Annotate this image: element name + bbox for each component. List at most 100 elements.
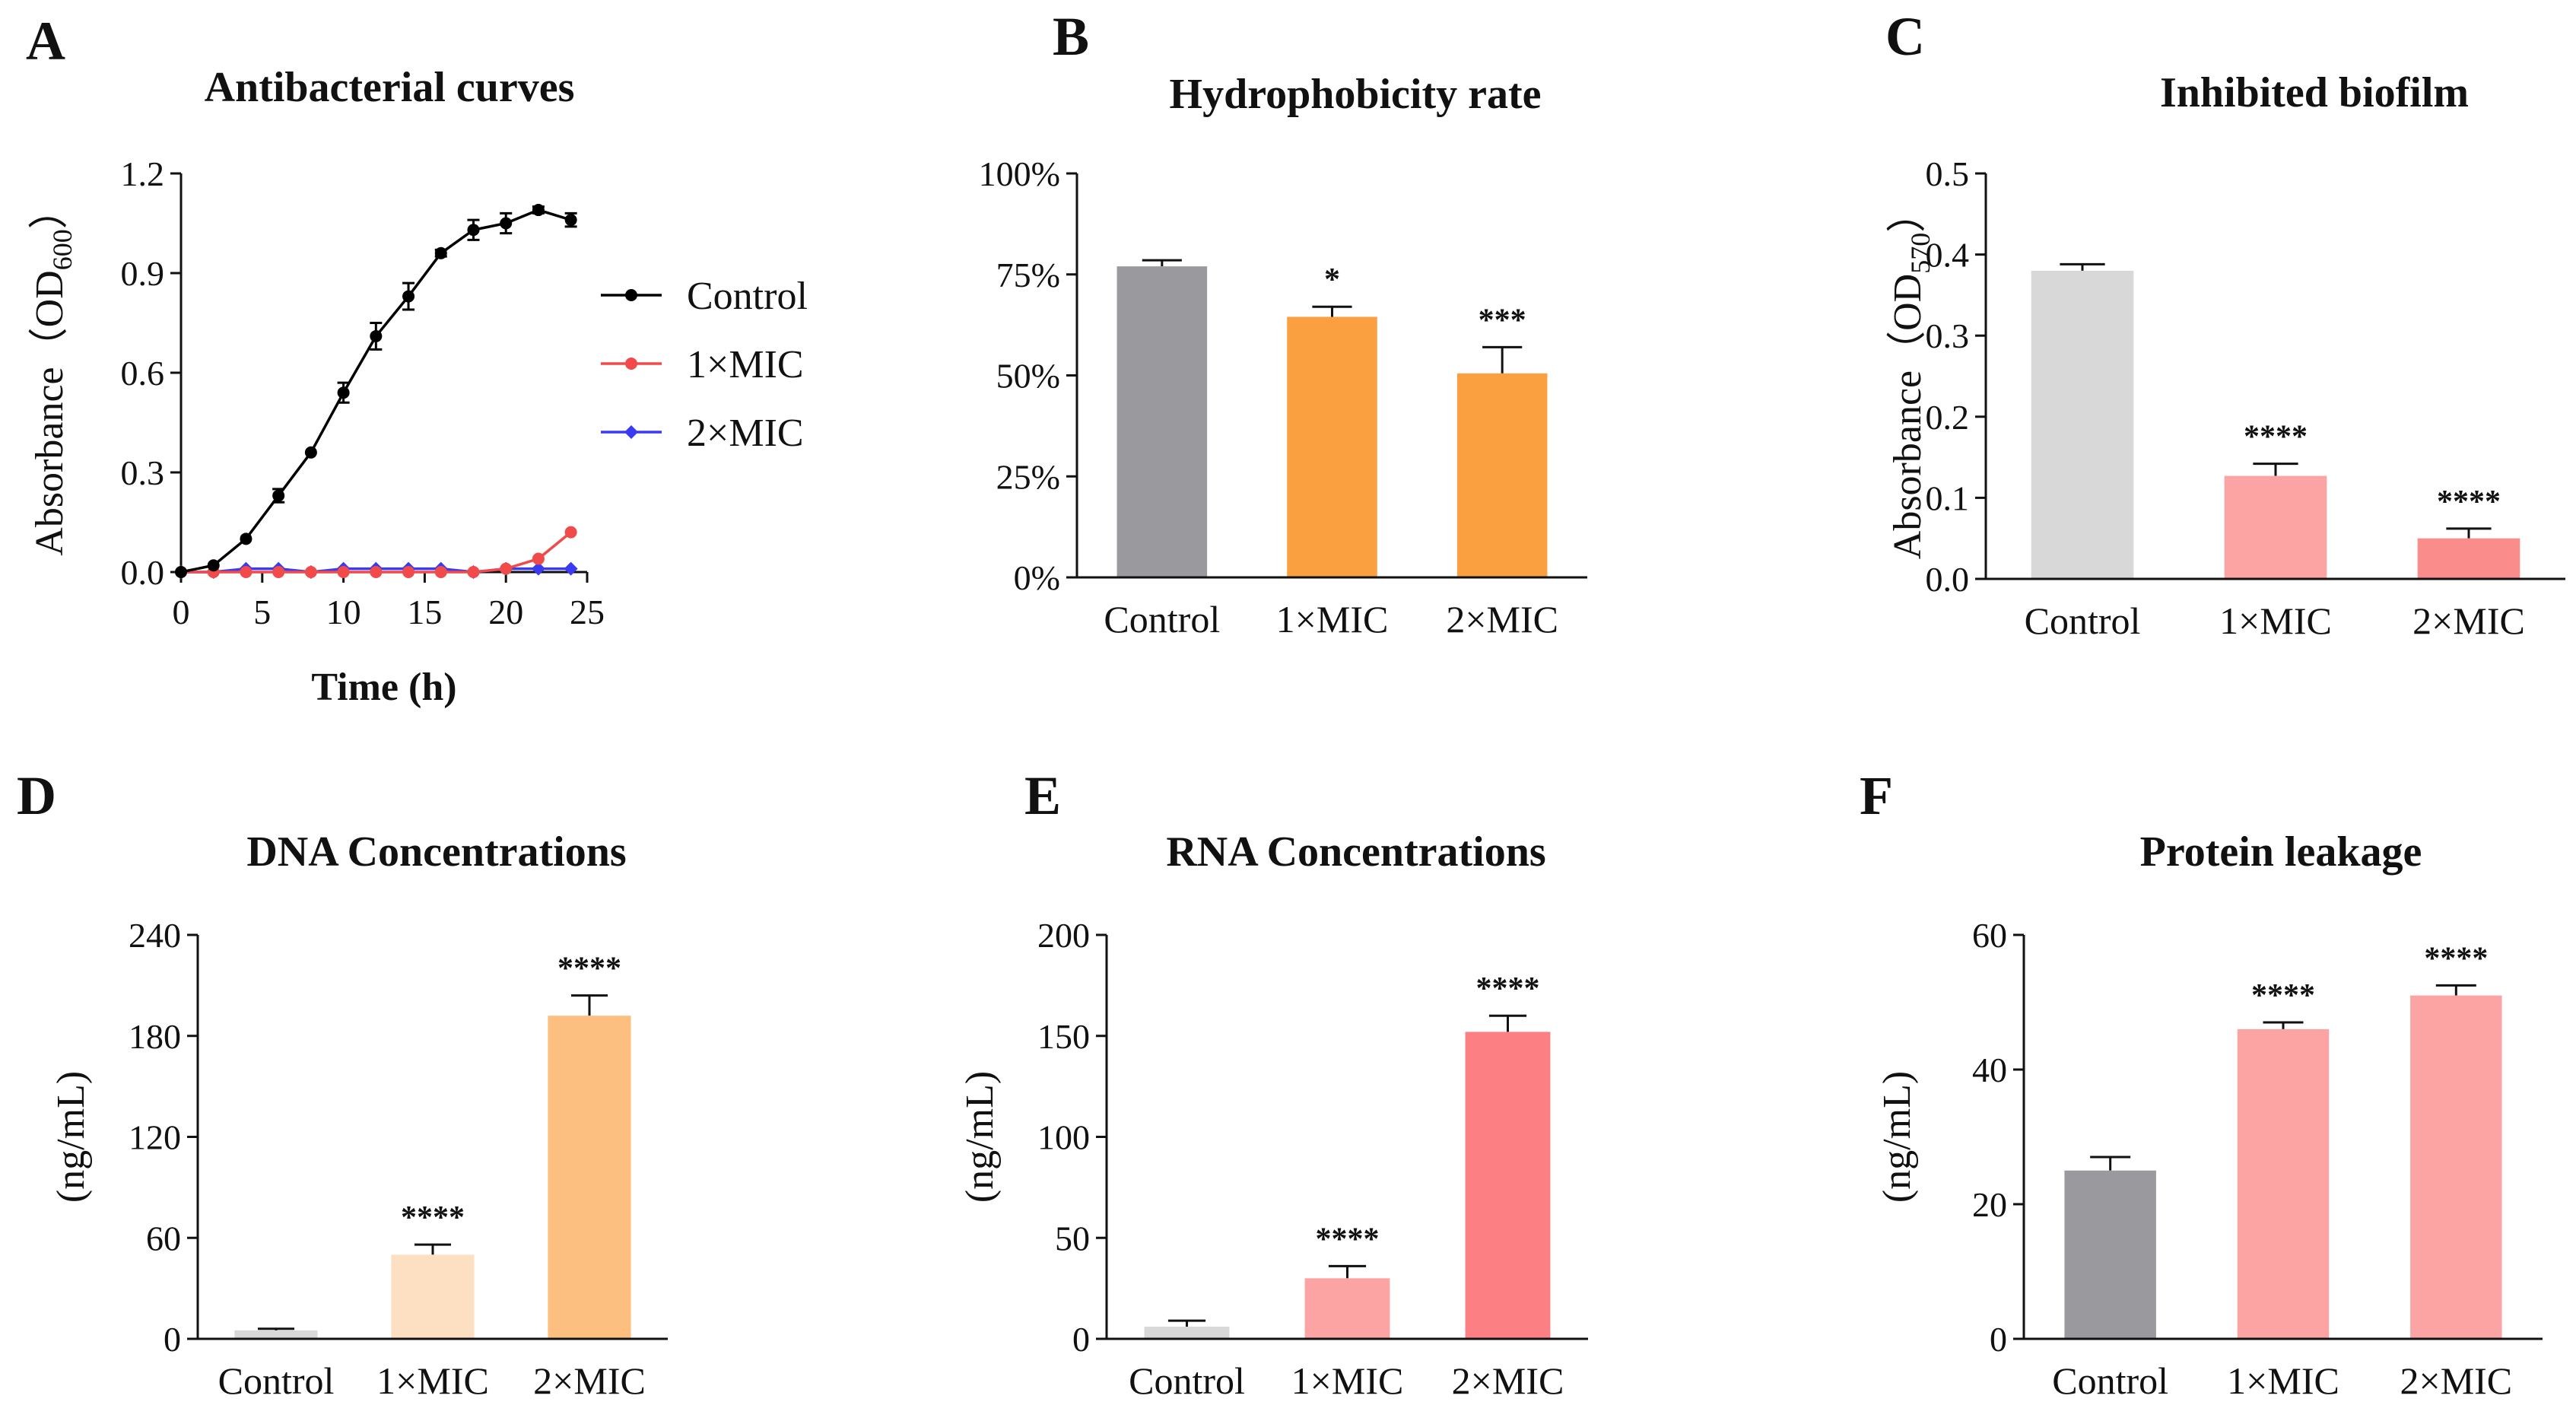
y-tick-label: 0.9: [121, 254, 165, 293]
y-axis-label-main: Absorbance（OD: [28, 270, 71, 555]
data-point: [370, 329, 383, 342]
y-tick-label: 100%: [979, 154, 1060, 193]
y-tick-label: 1.2: [121, 154, 165, 193]
significance-label: ****: [2424, 941, 2488, 976]
x-category-label: 2×MIC: [1446, 598, 1558, 641]
data-point: [175, 566, 187, 578]
data-point: [402, 566, 415, 578]
x-category-label: Control: [1129, 1359, 1245, 1402]
bar-group: ****: [1304, 1222, 1390, 1339]
bar: [1304, 1278, 1390, 1339]
bar: [391, 1254, 475, 1339]
legend-label: 2×MIC: [687, 412, 804, 455]
y-tick-label: 0.3: [121, 453, 165, 492]
data-point: [467, 566, 480, 578]
x-category-label: 2×MIC: [2412, 599, 2525, 642]
data-point: [500, 217, 513, 230]
panel-letter: A: [26, 11, 65, 72]
significance-label: ****: [1476, 971, 1540, 1006]
data-point: [564, 526, 577, 539]
bar-group: [1116, 259, 1208, 577]
bar-group: ****: [2224, 420, 2327, 579]
chart-title: Inhibited biofilm: [2160, 69, 2469, 116]
data-point: [337, 386, 350, 399]
bar-group: ****: [2410, 941, 2502, 1339]
bar: [1287, 316, 1377, 577]
panel-d: D DNA Concentrations 0 60 120 180 240 (ng/mL) Co…: [17, 765, 668, 1402]
x-category-label: 2×MIC: [2400, 1359, 2513, 1402]
bar-group: ***: [1456, 303, 1548, 577]
y-axis-label-main: (ng/mL): [958, 1071, 1002, 1203]
bar: [1144, 1327, 1230, 1339]
bar: [1116, 266, 1208, 577]
significance-label: ****: [557, 952, 621, 987]
bar: [548, 1016, 631, 1339]
x-tick-label: 20: [488, 593, 523, 631]
legend-marker: [624, 425, 638, 439]
y-axis-label-close: ）: [1886, 193, 1930, 233]
y-tick-label: 100: [1037, 1118, 1090, 1157]
x-tick-label: 5: [253, 593, 271, 631]
x-category-label: Control: [218, 1359, 335, 1402]
y-axis-label: Absorbance（OD570）: [1886, 193, 1936, 559]
panel-b: B Hydrophobicity rate 0% 25% 50% 75% 100% Contr…: [979, 6, 1587, 641]
data-point: [272, 566, 285, 578]
chart-title: RNA Concentrations: [1166, 828, 1545, 876]
panel-e: E RNA Concentrations 0 50 100 150 200 (ng/mL) Co…: [958, 765, 1588, 1402]
data-point: [370, 566, 383, 578]
data-point: [532, 204, 545, 217]
bar: [2237, 1028, 2330, 1339]
panel-f: F Protein leakage 0 20 40 60 (ng/mL) Control ***…: [1860, 765, 2543, 1402]
y-axis-label-main: Absorbance（OD: [1886, 274, 1930, 559]
y-axis-label: (ng/mL): [49, 1071, 93, 1203]
data-point: [337, 566, 350, 578]
y-axis-label-close: ）: [28, 189, 71, 229]
bar: [1456, 373, 1548, 577]
bar: [2064, 1170, 2156, 1339]
x-category-label: Control: [2025, 599, 2141, 642]
data-point: [240, 532, 253, 545]
x-category-label: 1×MIC: [376, 1359, 489, 1402]
bar-group: [234, 1327, 318, 1339]
bar: [234, 1330, 318, 1339]
significance-label: ****: [1316, 1222, 1380, 1257]
bar: [1465, 1032, 1551, 1339]
y-tick-label: 60: [146, 1219, 181, 1257]
legend-label: Control: [687, 275, 808, 318]
data-point: [304, 566, 317, 578]
x-category-label: 1×MIC: [1276, 598, 1389, 641]
y-tick-label: 0: [1072, 1320, 1090, 1359]
y-tick-label: 0.2: [1926, 398, 1970, 437]
x-category-label: 2×MIC: [1452, 1359, 1564, 1402]
significance-label: ****: [2251, 978, 2315, 1013]
y-tick-label: 0.4: [1926, 236, 1970, 275]
panel-letter: C: [1885, 6, 1925, 67]
x-tick-label: 15: [407, 593, 442, 631]
y-tick-label: 180: [129, 1017, 181, 1056]
x-category-label: 1×MIC: [2227, 1359, 2339, 1402]
y-tick-label: 40: [1972, 1051, 2007, 1089]
significance-label: *: [1324, 262, 1340, 297]
data-point: [500, 562, 513, 575]
bar-group: ****: [548, 952, 631, 1339]
significance-label: ****: [2437, 485, 2501, 520]
bar: [2410, 995, 2502, 1339]
y-tick-label: 50%: [996, 357, 1060, 396]
y-axis-label-sub: 600: [47, 229, 78, 270]
significance-label: ****: [2244, 420, 2308, 455]
y-tick-label: 120: [129, 1118, 181, 1157]
significance-label: ****: [401, 1200, 465, 1235]
y-tick-label: 150: [1037, 1017, 1090, 1056]
legend-label: 1×MIC: [687, 343, 804, 386]
panel-letter: D: [17, 765, 56, 826]
bar-group: ****: [1465, 971, 1551, 1339]
y-tick-label: 50: [1055, 1219, 1090, 1257]
chart-title: Hydrophobicity rate: [1170, 71, 1542, 118]
panel-a: A Antibacterial curves 0.0 0.3 0.6 0.9 1.2 0 5 10…: [26, 11, 808, 709]
data-point: [532, 552, 545, 565]
y-tick-label: 0.0: [121, 553, 165, 592]
legend: Control 1×MIC 2×MIC: [601, 275, 808, 455]
x-tick-label: 0: [173, 593, 190, 631]
